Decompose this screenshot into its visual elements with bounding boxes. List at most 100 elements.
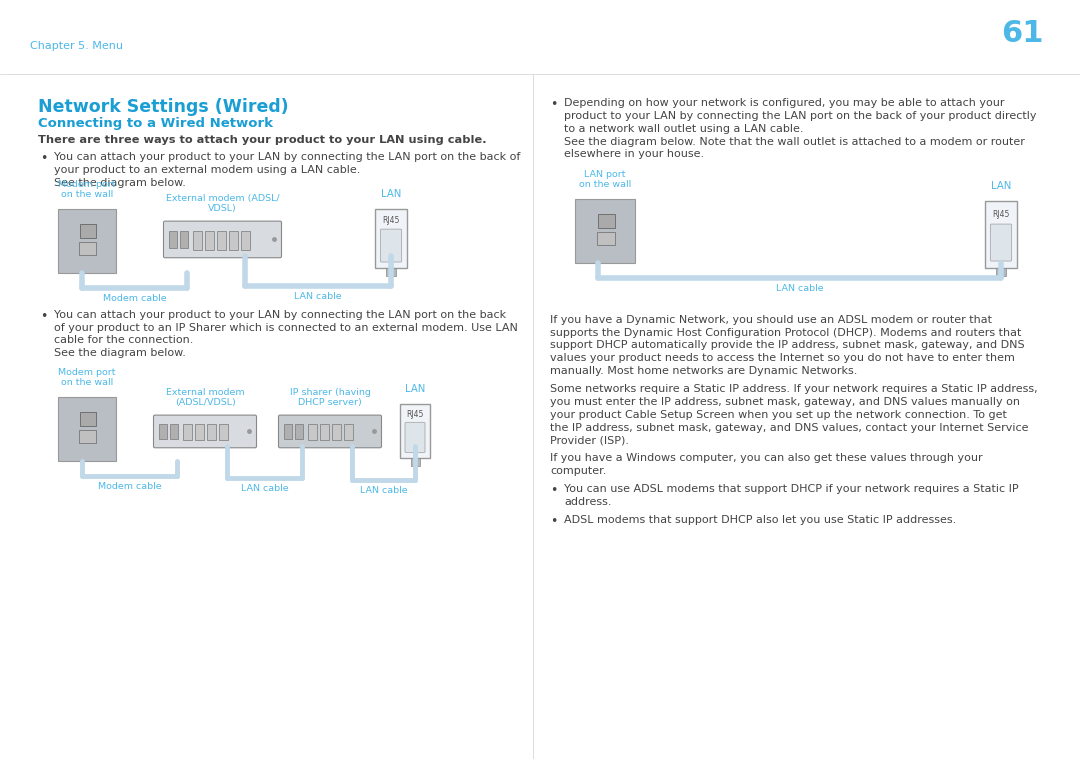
FancyBboxPatch shape	[320, 424, 329, 440]
FancyBboxPatch shape	[241, 231, 249, 250]
FancyBboxPatch shape	[400, 404, 430, 458]
FancyBboxPatch shape	[168, 231, 177, 248]
Text: your product to an external modem using a LAN cable.: your product to an external modem using …	[54, 166, 361, 175]
Text: External modem: External modem	[165, 388, 244, 397]
Text: ADSL modems that support DHCP also let you use Static IP addresses.: ADSL modems that support DHCP also let y…	[564, 514, 956, 525]
FancyBboxPatch shape	[598, 214, 615, 228]
Text: address.: address.	[564, 497, 611, 507]
Text: •: •	[40, 310, 48, 323]
Text: RJ45: RJ45	[382, 216, 400, 225]
Text: (ADSL/VDSL): (ADSL/VDSL)	[175, 398, 235, 407]
Text: LAN cable: LAN cable	[294, 292, 341, 301]
FancyBboxPatch shape	[205, 231, 214, 250]
Text: LAN: LAN	[381, 189, 401, 199]
Text: on the wall: on the wall	[60, 190, 113, 199]
FancyBboxPatch shape	[80, 411, 96, 426]
Text: VDSL): VDSL)	[208, 204, 237, 213]
FancyBboxPatch shape	[207, 424, 216, 440]
Text: elsewhere in your house.: elsewhere in your house.	[564, 150, 704, 159]
Text: Provider (ISP).: Provider (ISP).	[550, 436, 629, 446]
FancyBboxPatch shape	[217, 231, 226, 250]
FancyBboxPatch shape	[180, 231, 188, 248]
FancyBboxPatch shape	[159, 424, 167, 439]
Text: Modem cable: Modem cable	[98, 482, 162, 491]
FancyBboxPatch shape	[985, 201, 1017, 268]
Text: DHCP server): DHCP server)	[298, 398, 362, 407]
FancyBboxPatch shape	[380, 229, 402, 262]
Text: LAN: LAN	[405, 384, 426, 394]
FancyBboxPatch shape	[596, 232, 615, 245]
FancyBboxPatch shape	[80, 224, 96, 238]
FancyBboxPatch shape	[279, 415, 381, 448]
Text: •: •	[550, 514, 557, 527]
Text: There are three ways to attach your product to your LAN using cable.: There are three ways to attach your prod…	[38, 134, 487, 144]
Text: manually. Most home networks are Dynamic Networks.: manually. Most home networks are Dynamic…	[550, 366, 858, 376]
Text: •: •	[550, 98, 557, 111]
FancyBboxPatch shape	[405, 423, 426, 452]
Text: the IP address, subnet mask, gateway, and DNS values, contact your Internet Serv: the IP address, subnet mask, gateway, an…	[550, 423, 1028, 433]
Text: values your product needs to access the Internet so you do not have to enter the: values your product needs to access the …	[550, 353, 1015, 363]
FancyBboxPatch shape	[575, 199, 635, 263]
Text: your product Cable Setup Screen when you set up the network connection. To get: your product Cable Setup Screen when you…	[550, 410, 1007, 420]
FancyBboxPatch shape	[990, 224, 1012, 261]
Text: to a network wall outlet using a LAN cable.: to a network wall outlet using a LAN cab…	[564, 124, 804, 134]
Text: See the diagram below. Note that the wall outlet is attached to a modem or route: See the diagram below. Note that the wal…	[564, 137, 1025, 146]
FancyBboxPatch shape	[996, 268, 1005, 276]
Text: RJ45: RJ45	[406, 410, 423, 419]
FancyBboxPatch shape	[153, 415, 257, 448]
FancyBboxPatch shape	[295, 424, 303, 439]
Text: on the wall: on the wall	[60, 378, 113, 387]
FancyBboxPatch shape	[345, 424, 353, 440]
Text: RJ45: RJ45	[993, 210, 1010, 219]
FancyBboxPatch shape	[375, 209, 407, 268]
Text: Modem cable: Modem cable	[103, 294, 166, 303]
FancyBboxPatch shape	[387, 268, 395, 276]
FancyBboxPatch shape	[284, 424, 292, 439]
Text: Network Settings (Wired): Network Settings (Wired)	[38, 98, 288, 116]
Text: cable for the connection.: cable for the connection.	[54, 336, 193, 346]
Text: If you have a Dynamic Network, you should use an ADSL modem or router that: If you have a Dynamic Network, you shoul…	[550, 314, 993, 325]
FancyBboxPatch shape	[308, 424, 318, 440]
Text: support DHCP automatically provide the IP address, subnet mask, gateway, and DNS: support DHCP automatically provide the I…	[550, 340, 1025, 350]
Text: Some networks require a Static IP address. If your network requires a Static IP : Some networks require a Static IP addres…	[550, 384, 1038, 394]
Text: Chapter 5. Menu: Chapter 5. Menu	[30, 40, 123, 50]
Text: you must enter the IP address, subnet mask, gateway, and DNS values manually on: you must enter the IP address, subnet ma…	[550, 397, 1020, 407]
FancyBboxPatch shape	[195, 424, 204, 440]
Text: External modem (ADSL/: External modem (ADSL/	[165, 194, 280, 203]
Text: IP sharer (having: IP sharer (having	[289, 388, 370, 397]
FancyBboxPatch shape	[58, 397, 116, 461]
Text: If you have a Windows computer, you can also get these values through your: If you have a Windows computer, you can …	[550, 453, 983, 463]
Text: LAN port: LAN port	[584, 170, 625, 179]
Text: Modem port: Modem port	[58, 180, 116, 189]
Text: LAN cable: LAN cable	[360, 486, 407, 495]
Text: You can use ADSL modems that support DHCP if your network requires a Static IP: You can use ADSL modems that support DHC…	[564, 484, 1018, 494]
FancyBboxPatch shape	[332, 424, 341, 440]
Text: See the diagram below.: See the diagram below.	[54, 178, 186, 188]
Text: Modem port: Modem port	[58, 368, 116, 377]
FancyBboxPatch shape	[79, 430, 96, 443]
Text: supports the Dynamic Host Configuration Protocol (DHCP). Modems and routers that: supports the Dynamic Host Configuration …	[550, 327, 1022, 337]
Text: You can attach your product to your LAN by connecting the LAN port on the back o: You can attach your product to your LAN …	[54, 153, 521, 163]
FancyBboxPatch shape	[183, 424, 192, 440]
Text: LAN: LAN	[990, 181, 1011, 191]
FancyBboxPatch shape	[170, 424, 178, 439]
Text: on the wall: on the wall	[579, 180, 631, 189]
FancyBboxPatch shape	[219, 424, 228, 440]
FancyBboxPatch shape	[410, 458, 419, 466]
Text: •: •	[550, 484, 557, 497]
Text: See the diagram below.: See the diagram below.	[54, 348, 186, 359]
Text: product to your LAN by connecting the LAN port on the back of your product direc: product to your LAN by connecting the LA…	[564, 111, 1037, 121]
Text: •: •	[40, 153, 48, 166]
Text: Depending on how your network is configured, you may be able to attach your: Depending on how your network is configu…	[564, 98, 1004, 108]
Text: computer.: computer.	[550, 466, 606, 476]
Text: LAN cable: LAN cable	[241, 484, 288, 493]
FancyBboxPatch shape	[193, 231, 202, 250]
FancyBboxPatch shape	[229, 231, 238, 250]
Text: 61: 61	[1001, 19, 1043, 48]
Text: Connecting to a Wired Network: Connecting to a Wired Network	[38, 117, 273, 130]
Text: of your product to an IP Sharer which is connected to an external modem. Use LAN: of your product to an IP Sharer which is…	[54, 323, 518, 333]
Text: LAN cable: LAN cable	[775, 284, 823, 293]
FancyBboxPatch shape	[58, 209, 116, 273]
FancyBboxPatch shape	[163, 221, 282, 258]
FancyBboxPatch shape	[79, 242, 96, 255]
